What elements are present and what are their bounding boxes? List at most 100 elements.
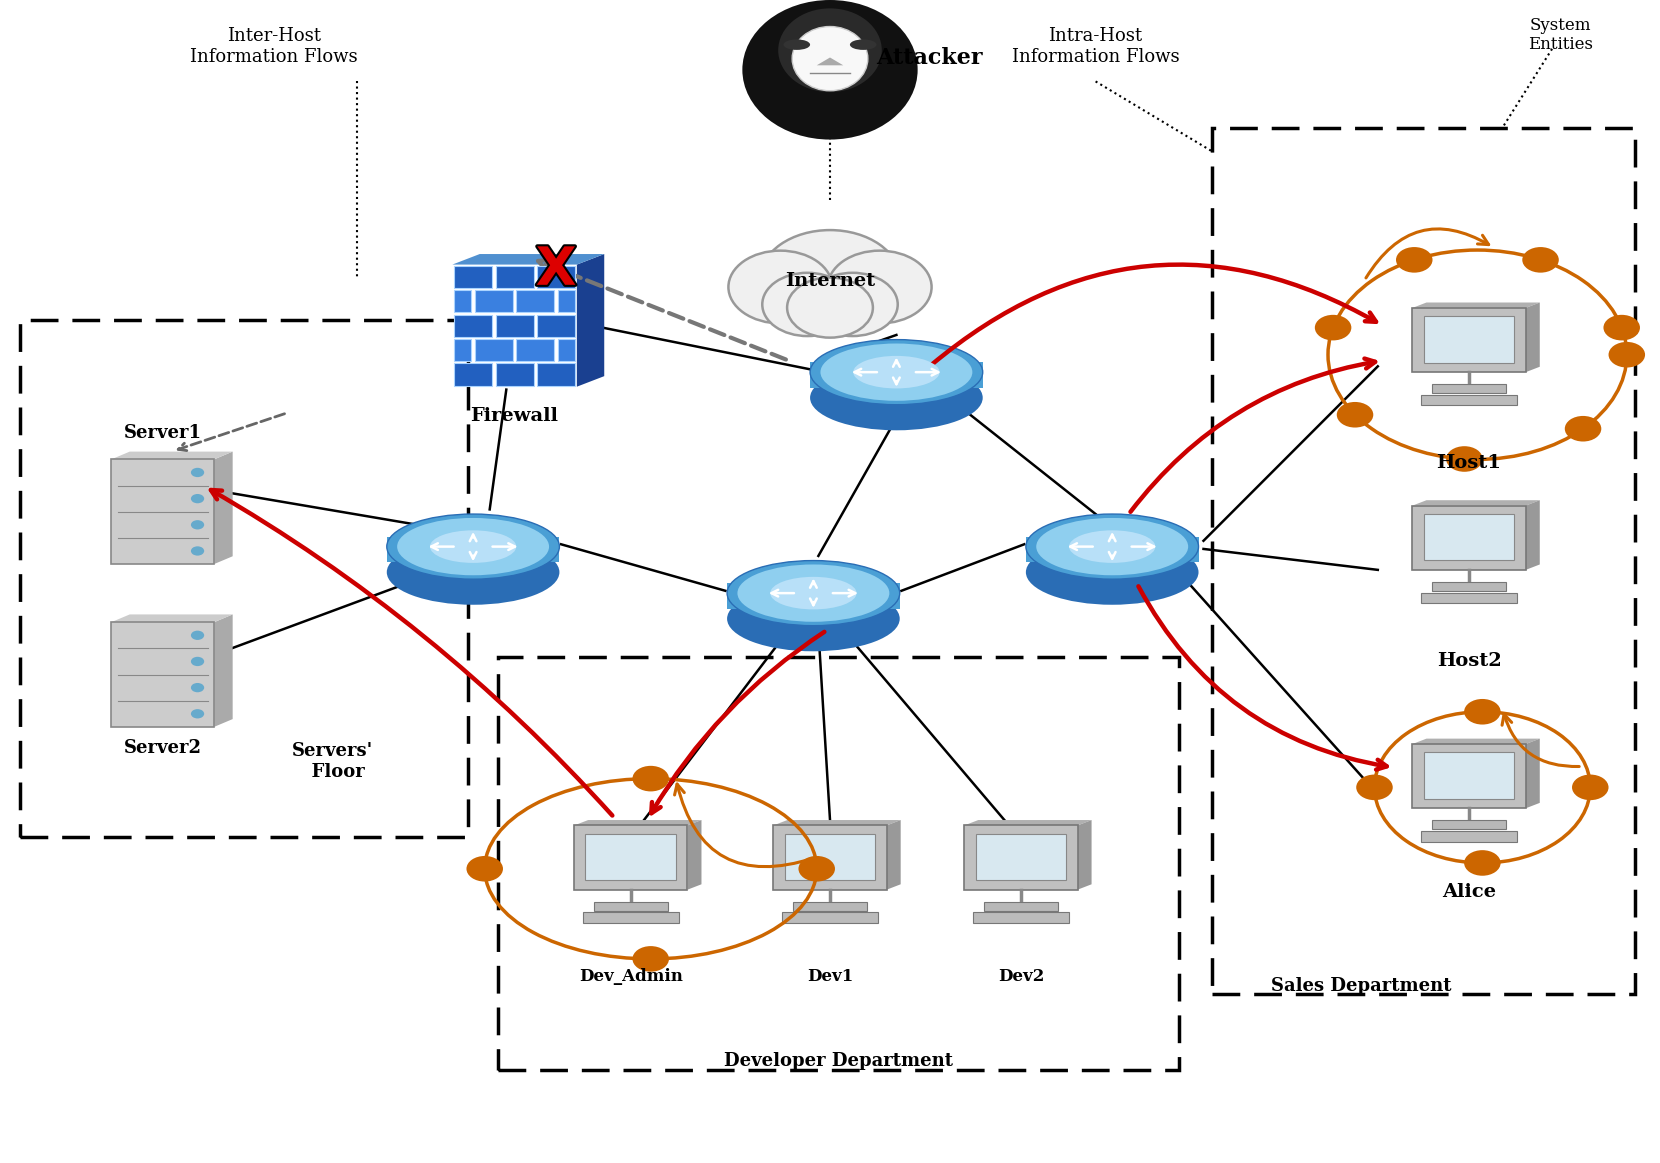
Polygon shape xyxy=(886,820,901,890)
Text: Intra-Host
Information Flows: Intra-Host Information Flows xyxy=(1013,27,1179,66)
Ellipse shape xyxy=(737,564,890,622)
Ellipse shape xyxy=(727,586,900,651)
Circle shape xyxy=(191,683,204,692)
Polygon shape xyxy=(214,614,232,727)
Ellipse shape xyxy=(1026,540,1199,605)
Text: Dev1: Dev1 xyxy=(807,969,853,985)
Circle shape xyxy=(191,520,204,529)
Circle shape xyxy=(828,251,931,323)
FancyBboxPatch shape xyxy=(1424,316,1514,363)
FancyBboxPatch shape xyxy=(782,913,878,923)
Text: Developer Department: Developer Department xyxy=(724,1051,953,1070)
Polygon shape xyxy=(1526,302,1540,372)
Text: Server2: Server2 xyxy=(124,739,201,757)
FancyBboxPatch shape xyxy=(1421,593,1517,604)
Polygon shape xyxy=(1413,302,1540,308)
Ellipse shape xyxy=(727,561,900,626)
FancyBboxPatch shape xyxy=(1421,395,1517,406)
Bar xyxy=(455,340,471,362)
Text: Host1: Host1 xyxy=(1436,454,1502,472)
Circle shape xyxy=(191,709,204,719)
Polygon shape xyxy=(774,820,901,826)
Circle shape xyxy=(1572,775,1609,800)
Polygon shape xyxy=(1413,500,1540,506)
FancyBboxPatch shape xyxy=(984,901,1057,911)
Ellipse shape xyxy=(387,540,559,605)
Polygon shape xyxy=(214,451,232,564)
Circle shape xyxy=(762,273,853,336)
Circle shape xyxy=(729,251,832,323)
Bar xyxy=(516,291,554,313)
Text: X: X xyxy=(536,244,576,295)
Bar xyxy=(20,320,468,837)
Bar xyxy=(558,291,574,313)
Ellipse shape xyxy=(853,356,940,388)
Bar xyxy=(496,315,535,337)
Bar xyxy=(455,291,471,313)
Bar xyxy=(496,266,535,288)
Ellipse shape xyxy=(810,340,983,405)
Text: Server1: Server1 xyxy=(124,423,201,442)
FancyBboxPatch shape xyxy=(1424,514,1514,561)
Text: Host2: Host2 xyxy=(1436,651,1502,670)
Polygon shape xyxy=(1526,500,1540,570)
Bar xyxy=(455,364,493,386)
Polygon shape xyxy=(687,820,702,890)
Bar xyxy=(516,340,554,362)
FancyBboxPatch shape xyxy=(1413,744,1526,808)
Circle shape xyxy=(191,547,204,556)
FancyBboxPatch shape xyxy=(793,901,867,911)
FancyBboxPatch shape xyxy=(973,913,1069,923)
FancyBboxPatch shape xyxy=(1421,830,1517,842)
Ellipse shape xyxy=(792,27,868,91)
Circle shape xyxy=(798,856,835,882)
Ellipse shape xyxy=(742,0,918,140)
Text: System
Entities: System Entities xyxy=(1527,16,1594,53)
Circle shape xyxy=(1356,775,1393,800)
FancyBboxPatch shape xyxy=(586,834,676,880)
Circle shape xyxy=(787,278,873,337)
FancyBboxPatch shape xyxy=(1413,506,1526,570)
Ellipse shape xyxy=(779,8,881,92)
Polygon shape xyxy=(574,820,702,826)
FancyBboxPatch shape xyxy=(976,834,1066,880)
Circle shape xyxy=(1396,247,1433,272)
Circle shape xyxy=(1315,315,1351,341)
FancyBboxPatch shape xyxy=(111,459,214,564)
Bar xyxy=(538,315,574,337)
Ellipse shape xyxy=(1026,514,1199,579)
Bar xyxy=(475,340,513,362)
FancyBboxPatch shape xyxy=(964,826,1077,890)
Text: Inter-Host
Information Flows: Inter-Host Information Flows xyxy=(191,27,357,66)
Polygon shape xyxy=(964,820,1092,826)
FancyBboxPatch shape xyxy=(594,901,667,911)
Text: Dev2: Dev2 xyxy=(998,969,1044,985)
Circle shape xyxy=(760,230,900,328)
Text: Firewall: Firewall xyxy=(470,407,559,426)
Circle shape xyxy=(191,468,204,477)
FancyBboxPatch shape xyxy=(1433,820,1506,829)
FancyBboxPatch shape xyxy=(583,913,679,923)
Polygon shape xyxy=(1026,537,1199,563)
Polygon shape xyxy=(387,537,559,563)
Ellipse shape xyxy=(810,365,983,430)
FancyBboxPatch shape xyxy=(1424,752,1514,799)
Bar xyxy=(475,291,513,313)
FancyBboxPatch shape xyxy=(574,826,687,890)
Circle shape xyxy=(1522,247,1559,272)
Circle shape xyxy=(632,947,669,972)
FancyBboxPatch shape xyxy=(1433,582,1506,591)
Text: Sales Department: Sales Department xyxy=(1272,977,1451,996)
Ellipse shape xyxy=(387,514,559,579)
Text: Dev_Admin: Dev_Admin xyxy=(579,969,682,985)
Bar xyxy=(455,315,493,337)
Polygon shape xyxy=(111,614,232,622)
Bar xyxy=(498,657,1179,1070)
Polygon shape xyxy=(727,584,900,609)
Polygon shape xyxy=(1526,739,1540,808)
Circle shape xyxy=(1336,402,1373,428)
Ellipse shape xyxy=(850,40,876,50)
Ellipse shape xyxy=(1069,530,1155,563)
Circle shape xyxy=(191,494,204,504)
Polygon shape xyxy=(817,57,843,65)
